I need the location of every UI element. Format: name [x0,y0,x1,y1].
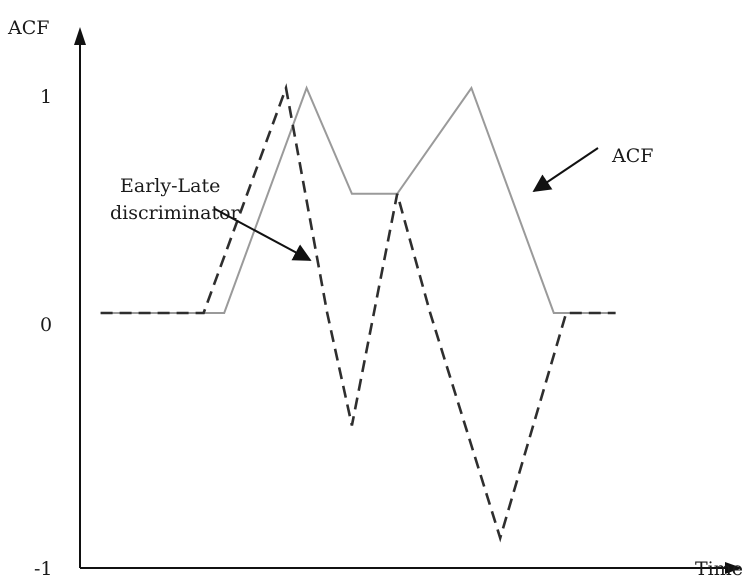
early-late-discriminator-curve [100,83,616,543]
early-late-annotation-arrow [214,208,312,261]
tick-label-minus-one: -1 [34,558,53,580]
early-late-annotation-line1: Early-Late [120,175,220,197]
acf-annotation-arrow [532,147,599,193]
early-late-annotation-line2: discriminator [110,202,241,224]
x-axis-label: Time [695,558,743,580]
acf-curve [100,85,616,314]
acf-annotation-label: ACF [611,145,653,167]
x-axis-arrowhead [725,562,742,574]
y-axis-label: ACF [7,17,49,39]
tick-label-one: 1 [40,86,52,108]
y-axis-arrowhead [74,27,86,45]
tick-label-zero: 0 [40,314,52,336]
